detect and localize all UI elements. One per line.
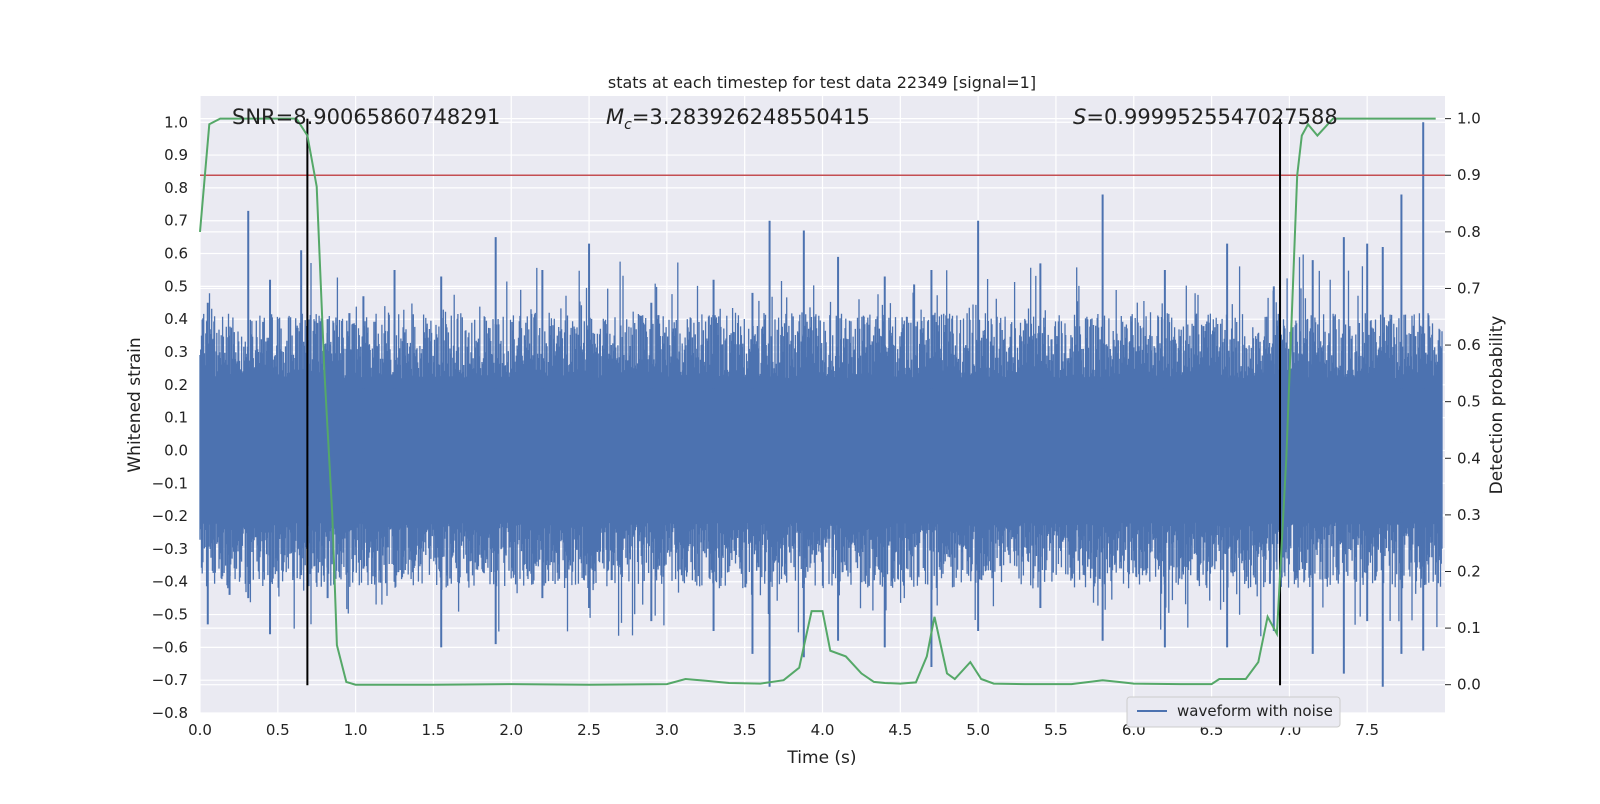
y-tick-labels-right: 1.0 0.9 0.8 0.7 0.6 0.5 0.4 0.3 0.2 0.1 0.0 [1445,110,1481,694]
probability-series [199,117,1436,686]
chirp-mass-symbol: M [606,105,624,129]
y-tick-label-right: 0.3 [1457,506,1481,524]
legend-box [1126,696,1341,728]
y-tick-label-right: 0.9 [1457,166,1481,184]
y-tick-label-right: 0.8 [1457,223,1481,241]
x-tick-label: 1.5 [422,721,446,739]
y-tick-label: 0.0 [164,441,188,459]
x-tick-label: 3.0 [655,721,679,739]
y-tick-labels: 1.0 0.9 0.8 0.7 0.6 0.5 0.4 0.3 0.2 0.1 0.0 −0.1 −0.… [152,113,188,722]
x-axis-label: Time (s) [786,748,856,768]
x-tick-label: 4.0 [811,721,835,739]
y-tick-label: −0.1 [152,474,188,492]
y-tick-label: −0.8 [152,704,188,722]
waveform-core [200,388,1442,513]
y-tick-label: −0.5 [152,606,188,624]
x-tick-label: 3.5 [733,721,757,739]
y-tick-label: 1.0 [164,113,188,131]
y-tick-label: 0.9 [164,146,188,164]
probability-line [199,117,1436,686]
y-tick-label: −0.4 [152,573,188,591]
chirp-mass-value: =3.283926248550415 [632,105,870,129]
x-tick-label: 1.0 [344,721,368,739]
y-tick-label: 0.6 [164,245,188,263]
waveform-series [199,122,1443,687]
chart-title: stats at each timestep for test data 223… [608,73,1036,92]
y-tick-label: 0.5 [164,277,188,295]
y-tick-label-right: 0.5 [1457,393,1481,411]
y-tick-label-right: 1.0 [1457,110,1481,128]
x-tick-label: 2.5 [577,721,601,739]
score-symbol: S [1073,105,1086,129]
y-tick-label: −0.7 [152,671,188,689]
y-tick-label-right: 0.2 [1457,562,1481,580]
y-tick-label: −0.3 [152,540,188,558]
snr-annotation: SNR=8.90065860748291 [232,105,500,129]
x-tick-label: 2.0 [499,721,523,739]
x-tick-label: 0.5 [266,721,290,739]
y-tick-label: 0.1 [164,409,188,427]
x-tick-label: 5.5 [1044,721,1068,739]
y-axis-label: Whitened strain [125,337,145,472]
y-tick-label-right: 0.4 [1457,449,1481,467]
y-tick-label: 0.7 [164,212,188,230]
y-tick-label: −0.6 [152,638,188,656]
y-tick-label: 0.4 [164,310,188,328]
x-tick-label: 5.0 [966,721,990,739]
legend: waveform with noise [1126,696,1341,728]
x-tick-label: 0.0 [188,721,212,739]
y-tick-label: 0.8 [164,179,188,197]
score-annotation: S=0.9999525547027588 [1073,105,1338,129]
y-tick-label: 0.2 [164,376,188,394]
score-value: =0.9999525547027588 [1086,105,1337,129]
y-tick-label-right: 0.1 [1457,619,1481,637]
legend-label: waveform with noise [1177,702,1333,720]
y-axis-label-right: Detection probability [1487,316,1507,495]
y-tick-label: −0.2 [152,507,188,525]
y-tick-label-right: 0.7 [1457,279,1481,297]
chirp-mass-subscript: c [624,117,632,133]
x-tick-label: 4.5 [888,721,912,739]
y-tick-label: 0.3 [164,343,188,361]
x-tick-label: 7.5 [1355,721,1379,739]
y-tick-label-right: 0.6 [1457,336,1481,354]
y-tick-label-right: 0.0 [1457,676,1481,694]
chirp-mass-annotation: Mc=3.283926248550415 [606,105,870,133]
